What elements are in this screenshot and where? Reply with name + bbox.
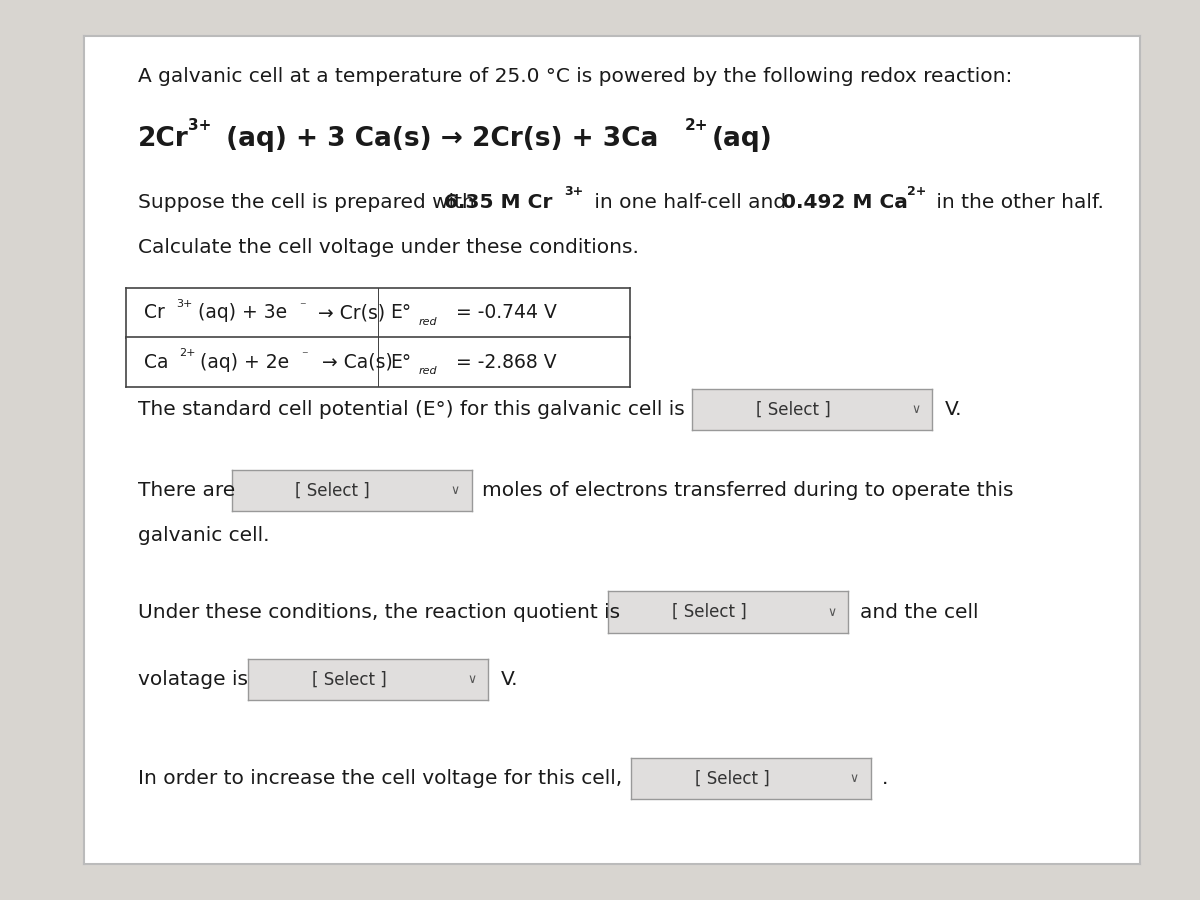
Text: galvanic cell.: galvanic cell. [138,526,270,545]
Text: ⁻: ⁻ [301,349,308,363]
Text: red: red [419,366,438,376]
Text: 0.492 M Ca: 0.492 M Ca [782,193,908,212]
Text: (aq) + 3 Ca(s) → 2Cr(s) + 3Ca: (aq) + 3 Ca(s) → 2Cr(s) + 3Ca [217,127,659,152]
Text: .: . [882,769,888,788]
Text: There are: There are [138,481,235,500]
Text: and the cell: and the cell [860,602,979,622]
Text: 3+: 3+ [176,299,193,309]
Text: A galvanic cell at a temperature of 25.0 °C is powered by the following redox re: A galvanic cell at a temperature of 25.0… [138,67,1013,86]
Text: in the other half.: in the other half. [930,193,1104,212]
Text: The standard cell potential (E°) for this galvanic cell is: The standard cell potential (E°) for thi… [138,400,685,419]
Text: (aq): (aq) [712,127,773,152]
Text: (aq) + 2e: (aq) + 2e [200,353,289,372]
Text: ∨: ∨ [827,606,836,618]
Text: 6.35 M Cr: 6.35 M Cr [444,193,552,212]
Text: (aq) + 3e: (aq) + 3e [198,303,287,322]
Text: V.: V. [944,400,962,419]
Text: ∨: ∨ [911,403,920,416]
Text: ∨: ∨ [450,484,460,497]
Text: volatage is: volatage is [138,670,248,689]
Text: in one half-cell and: in one half-cell and [588,193,792,212]
Text: ∨: ∨ [467,673,476,686]
Text: = -0.744 V: = -0.744 V [450,303,557,322]
Text: V.: V. [500,670,518,689]
Text: [ Select ]: [ Select ] [695,770,769,788]
Text: 3+: 3+ [564,185,583,198]
Text: ⁻: ⁻ [299,300,306,313]
Text: [ Select ]: [ Select ] [756,400,830,418]
Text: 2+: 2+ [685,118,709,132]
Text: ∨: ∨ [850,772,859,785]
Text: E°: E° [390,353,412,372]
Text: [ Select ]: [ Select ] [672,603,746,621]
Text: Ca: Ca [144,353,168,372]
Text: Under these conditions, the reaction quotient is: Under these conditions, the reaction quo… [138,602,620,622]
Text: Suppose the cell is prepared with: Suppose the cell is prepared with [138,193,481,212]
Text: → Ca(s): → Ca(s) [316,353,392,372]
Text: → Cr(s): → Cr(s) [312,303,385,322]
Text: 2Cr: 2Cr [138,127,188,152]
Text: Cr: Cr [144,303,164,322]
Text: = -2.868 V: = -2.868 V [450,353,557,372]
Text: 2+: 2+ [179,348,196,358]
Text: In order to increase the cell voltage for this cell,: In order to increase the cell voltage fo… [138,769,623,788]
Text: 2+: 2+ [907,185,926,198]
Text: E°: E° [390,303,412,322]
Text: moles of electrons transferred during to operate this: moles of electrons transferred during to… [482,481,1014,500]
Text: red: red [419,317,438,327]
Text: 3+: 3+ [188,118,211,132]
Text: [ Select ]: [ Select ] [312,670,386,688]
Text: Calculate the cell voltage under these conditions.: Calculate the cell voltage under these c… [138,238,638,257]
Text: [ Select ]: [ Select ] [295,482,370,500]
